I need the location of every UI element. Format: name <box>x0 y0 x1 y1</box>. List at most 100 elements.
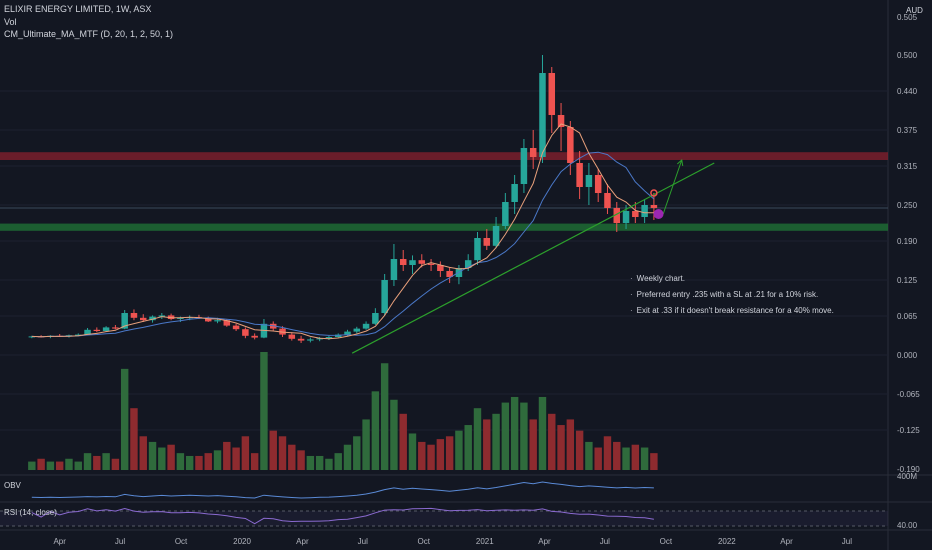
candle-body <box>214 320 221 322</box>
time-tick-label: 2020 <box>233 537 251 546</box>
candle-body <box>474 238 481 261</box>
candle-body <box>622 211 630 223</box>
volume-bar <box>445 436 454 470</box>
volume-bar <box>455 430 463 470</box>
bullet-icon: · <box>630 306 633 315</box>
candle-body <box>251 335 258 338</box>
volume-bar <box>55 461 64 470</box>
note-text: Weekly chart. <box>636 274 685 283</box>
price-tick-label: 0.250 <box>897 201 918 210</box>
price-tick-label: 0.315 <box>897 162 918 171</box>
candle-body <box>502 202 509 226</box>
candle-body <box>548 73 556 115</box>
ma-fast-line <box>31 123 654 340</box>
time-tick-label: Jul <box>358 537 368 546</box>
volume-bar <box>306 455 315 470</box>
volume-bar <box>399 413 407 470</box>
candle-body <box>399 259 407 265</box>
volume-bar <box>483 419 491 470</box>
support-zone <box>0 223 888 231</box>
volume-bar <box>37 458 45 470</box>
volume-bar <box>139 436 147 470</box>
volume-bar <box>585 441 593 470</box>
candle-body <box>492 226 500 246</box>
volume-bar <box>83 453 92 470</box>
volume-bar <box>548 413 556 470</box>
candle-body <box>334 334 342 337</box>
candle-body <box>149 316 156 321</box>
volume-bar <box>158 447 166 470</box>
entry-marker <box>653 209 664 219</box>
candle-body <box>177 317 184 319</box>
volume-bar <box>250 453 259 470</box>
candle-body <box>242 329 249 336</box>
note-entry: · Preferred entry .235 with a SL at .21 f… <box>630 290 818 299</box>
volume-bar <box>362 419 370 470</box>
time-tick-label: Jul <box>115 537 125 546</box>
price-tick-label: 0.505 <box>897 13 918 22</box>
volume-bar <box>529 419 537 470</box>
volume-bar <box>28 461 36 470</box>
candle-body <box>418 260 426 264</box>
candle-body <box>130 313 138 318</box>
volume-bar <box>325 458 333 470</box>
candle-body <box>112 327 119 329</box>
symbol-title: ELIXIR ENERGY LIMITED, 1W, ASX <box>4 4 152 14</box>
candle-body <box>344 331 351 335</box>
volume-bar <box>492 413 500 470</box>
time-tick-label: Jul <box>600 537 610 546</box>
volume-bar <box>631 444 640 470</box>
volume-bar <box>501 402 510 470</box>
candle-body <box>632 211 639 217</box>
candle-body <box>362 323 370 329</box>
volume-bar <box>195 455 203 470</box>
candle-body <box>288 334 296 339</box>
time-tick-label: Apr <box>538 537 551 546</box>
volume-bar <box>650 453 658 470</box>
volume-bar <box>130 408 138 470</box>
candle-body <box>437 265 444 271</box>
time-tick-label: Apr <box>53 537 66 546</box>
candle-body <box>316 338 323 340</box>
candle-body <box>297 338 305 341</box>
rsi-tick-label: 40.00 <box>897 521 918 530</box>
note-text: Exit at .33 if it doesn't break resistan… <box>636 306 834 315</box>
note-exit: · Exit at .33 if it doesn't break resista… <box>630 306 834 315</box>
time-tick-label: Apr <box>296 537 309 546</box>
candle-body <box>372 313 379 324</box>
arrowhead-icon <box>676 159 684 166</box>
volume-bar <box>640 447 649 470</box>
price-tick-label: -0.190 <box>897 465 920 474</box>
volume-bar <box>436 439 445 470</box>
volume-bar <box>185 455 194 470</box>
volume-bar <box>213 450 222 470</box>
candle-body <box>139 317 147 321</box>
volume-bar <box>223 441 231 470</box>
volume-bar <box>594 447 602 470</box>
candle-body <box>353 328 361 332</box>
candle-body <box>325 337 333 339</box>
volume-bar <box>371 391 380 470</box>
candle-body <box>446 271 453 277</box>
resistance-touch-marker <box>650 189 658 197</box>
volume-bar <box>473 408 482 470</box>
candle-body <box>102 327 110 331</box>
candle-body <box>483 238 491 246</box>
candle-body <box>223 320 231 326</box>
volume-bar <box>241 436 250 470</box>
volume-bar <box>167 444 175 470</box>
candle-body <box>75 334 82 336</box>
volume-bar <box>566 419 575 470</box>
resistance-zone <box>0 152 888 160</box>
candle-body <box>539 73 546 157</box>
candle-body <box>427 263 435 265</box>
candle-body <box>585 175 593 187</box>
price-tick-label: 0.190 <box>897 237 918 246</box>
currency-label: AUD <box>906 6 923 15</box>
candle-body <box>232 325 240 330</box>
candle-body <box>567 127 574 163</box>
candle-body <box>594 175 602 193</box>
candle-body <box>511 184 518 202</box>
volume-bar <box>408 433 417 470</box>
